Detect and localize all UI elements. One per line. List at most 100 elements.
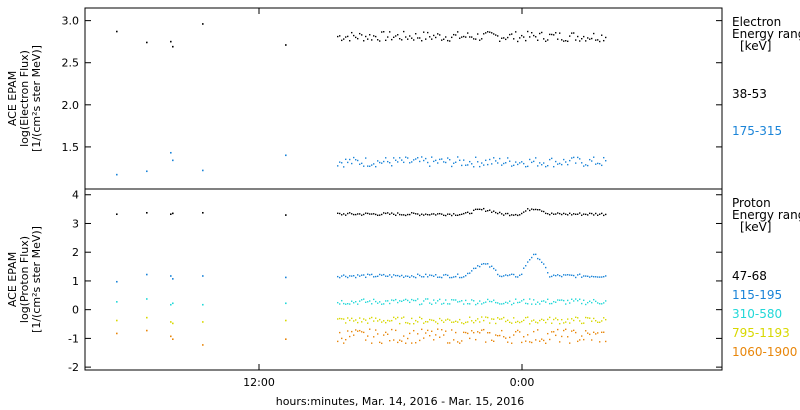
electron-point [459,159,461,162]
proton-point [603,275,605,278]
proton-ytick-label: 4 [72,189,79,202]
proton-point [459,318,461,321]
proton-point [589,212,591,215]
electron-point [455,161,457,163]
electron-point [421,156,423,158]
proton-point [355,276,357,279]
electron-point [573,156,575,159]
proton-point [429,334,431,337]
proton-point [361,274,363,276]
proton-point [415,299,417,302]
proton-point [593,331,595,333]
proton-point [443,334,445,336]
proton-point [601,303,603,305]
proton-point [483,319,485,322]
electron-point [463,159,465,161]
proton-point [599,276,601,278]
proton-point [451,299,453,301]
electron-point [605,160,607,162]
proton-point [493,318,495,320]
electron-point [449,158,451,161]
proton-point [543,263,545,265]
proton-point [465,299,467,302]
electron-point [431,156,433,158]
proton-point [387,333,389,335]
proton-point [423,322,425,324]
electron-point [146,170,148,173]
proton-point [435,334,437,336]
electron-point [439,158,441,161]
proton-point [431,303,433,305]
proton-point [413,299,415,302]
proton-point [485,341,487,343]
proton-point [391,212,393,214]
proton-point [489,300,491,303]
proton-point [343,302,345,305]
proton-point [473,331,475,334]
electron-point [555,32,557,34]
proton-point [591,275,593,278]
proton-point [361,299,363,301]
electron-point [377,39,379,41]
electron-point [441,158,443,160]
proton-point [465,321,467,324]
electron-point [593,156,595,158]
proton-point [461,213,463,216]
proton-point [425,332,427,334]
proton-point [357,274,359,276]
proton-point [593,317,595,320]
proton-point [539,340,541,342]
electron-point [601,164,603,167]
proton-point [479,321,481,323]
electron-point [487,163,489,166]
proton-point [529,323,531,325]
proton-point [517,214,519,217]
electron-point [379,161,381,164]
electron-point [559,162,561,165]
proton-point [116,280,118,283]
proton-point [387,300,389,302]
proton-point [521,300,523,302]
proton-point [403,276,405,278]
proton-point [561,213,563,216]
proton-point [601,276,603,278]
proton-point [355,300,357,303]
proton-point [495,334,497,336]
proton-point [481,316,483,318]
electron-point [553,165,555,168]
proton-point [383,273,385,276]
electron-point [391,38,393,41]
electron-point [349,40,351,42]
proton-point [116,301,118,303]
electron-point [495,160,497,162]
proton-point [405,214,407,217]
proton-point [535,321,537,323]
proton-point [381,321,383,323]
proton-point [579,298,581,300]
proton-point [539,303,541,305]
proton-point [541,210,543,212]
proton-point [527,303,529,305]
electron-point [451,36,453,39]
proton-point [447,318,449,320]
electron-point [511,165,513,167]
proton-point [515,213,517,216]
proton-point [517,320,519,323]
proton-point [395,329,397,332]
proton-point [345,322,347,324]
electron-point [285,154,287,157]
proton-point [369,274,371,276]
electron-point [453,33,455,36]
electron-point [495,34,497,36]
proton-point [505,337,507,339]
electron-point [385,39,387,42]
proton-point [417,273,419,275]
proton-point [563,322,565,324]
electron-point [589,38,591,40]
electron-point [391,165,393,167]
proton-point [567,336,569,338]
proton-point [581,322,583,325]
proton-point [583,322,585,324]
proton-point [515,298,517,300]
proton-point [467,321,469,323]
